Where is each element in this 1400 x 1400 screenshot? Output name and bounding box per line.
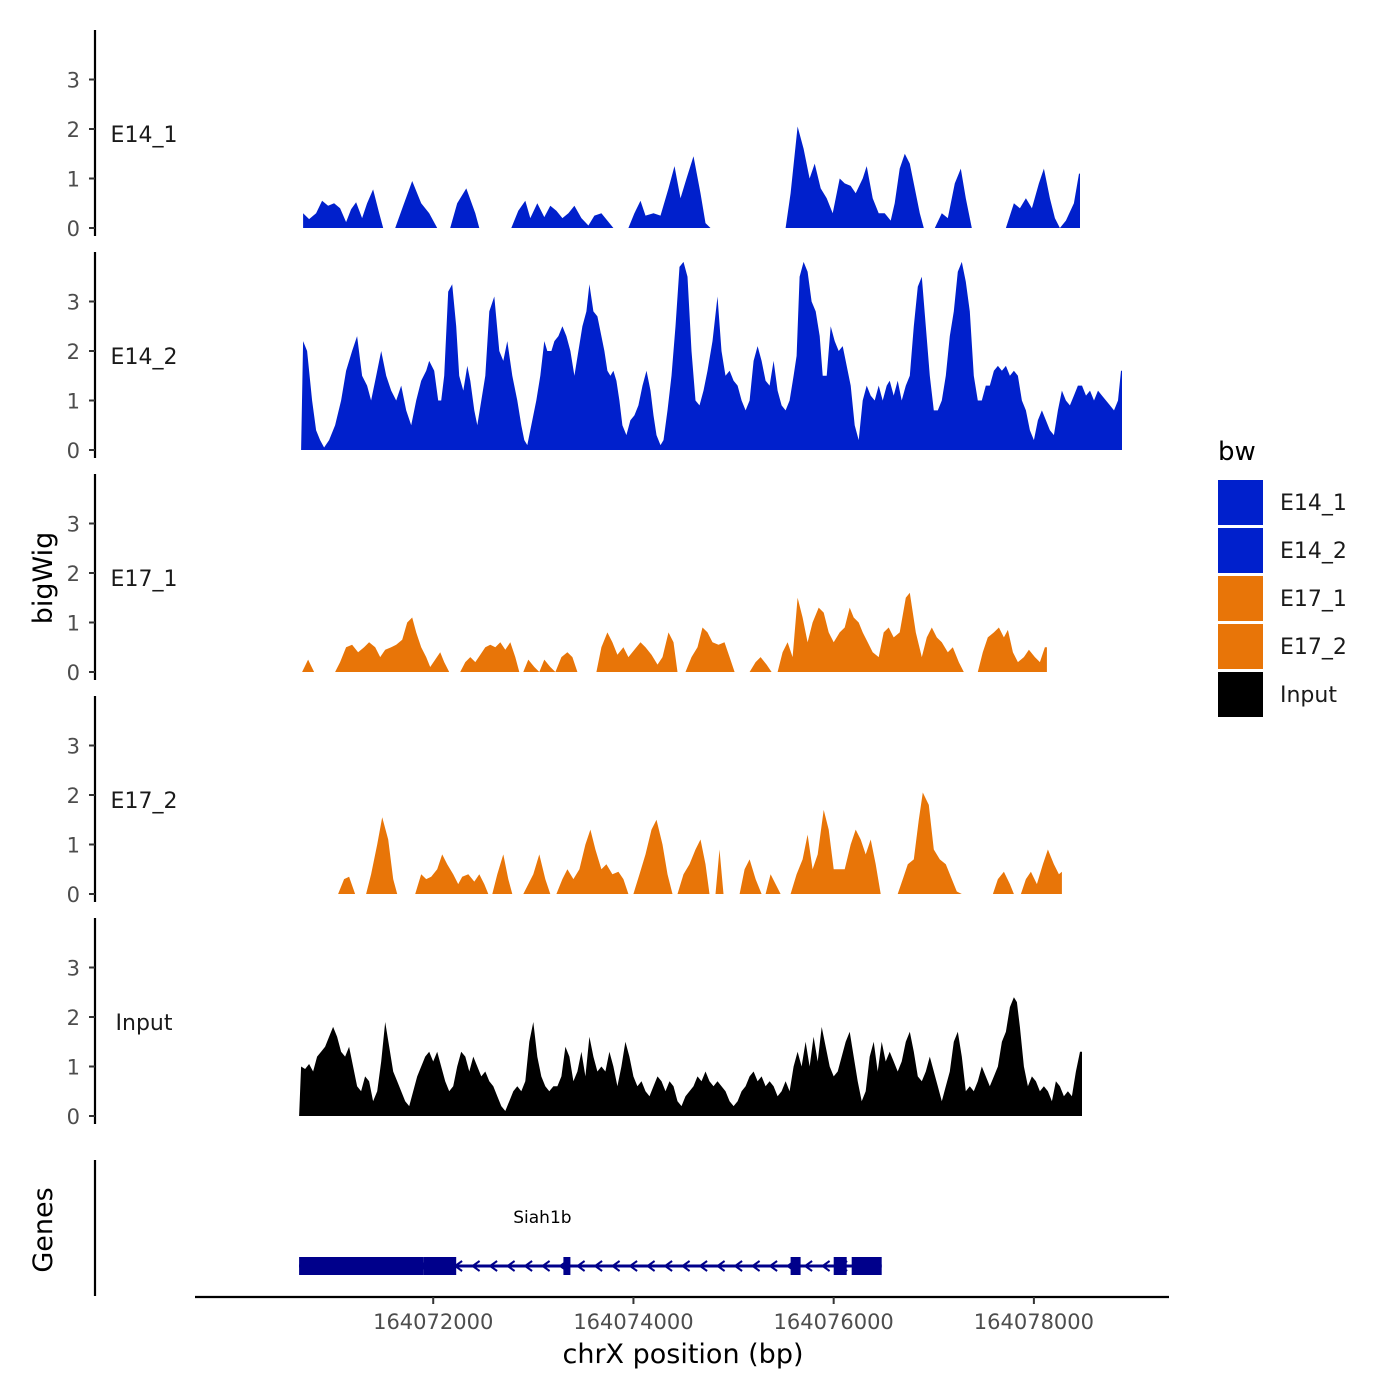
strand-arrow: [488, 1260, 498, 1272]
strand-arrow: [575, 1260, 586, 1272]
y-tick-label: 3: [67, 513, 80, 537]
coverage-area-e14-1: [303, 126, 1081, 228]
y-tick-label: 0: [67, 217, 80, 241]
legend-label: E14_1: [1280, 491, 1347, 516]
legend-item: Input: [1218, 672, 1337, 717]
track-label: Input: [116, 1011, 173, 1036]
strand-arrow: [750, 1260, 761, 1272]
legend-title: bw: [1218, 437, 1256, 467]
legend-item: E14_1: [1218, 480, 1347, 525]
x-axis-title: chrX position (bp): [562, 1339, 803, 1370]
gene-name-label: Siah1b: [513, 1208, 571, 1228]
y-tick-label: 2: [67, 1006, 80, 1030]
legend-label: E17_2: [1280, 635, 1347, 660]
strand-arrow: [680, 1260, 691, 1272]
y-tick-label: 2: [67, 118, 80, 142]
strand-arrow: [715, 1260, 726, 1272]
strand-arrow: [628, 1260, 638, 1272]
gene-exon: [299, 1257, 424, 1275]
gene-exon: [790, 1257, 801, 1275]
y-tick-label: 1: [67, 1056, 80, 1080]
y-tick-label: 1: [67, 612, 80, 636]
y-tick-label: 0: [67, 661, 80, 685]
y-tick-label: 1: [67, 390, 80, 414]
x-axis: 164072000 164074000 164076000 164078000: [195, 1295, 1169, 1334]
track-e14-1: 0 1 2 3 E14_1: [67, 30, 1081, 241]
track-label: E14_1: [111, 123, 178, 148]
x-tick-label: 164072000: [373, 1310, 493, 1334]
strand-arrow: [523, 1260, 533, 1272]
y-tick-label: 1: [67, 834, 80, 858]
legend-label: E14_2: [1280, 539, 1347, 564]
x-tick-label: 164074000: [573, 1310, 693, 1334]
strand-arrow: [820, 1260, 831, 1272]
strand-arrow: [803, 1260, 813, 1272]
y-tick-label: 2: [67, 562, 80, 586]
y-tick-label: 2: [67, 784, 80, 808]
strand-arrow: [470, 1260, 481, 1272]
legend-swatch: [1218, 672, 1263, 717]
track-label: E14_2: [111, 345, 178, 370]
track-input: 0 1 2 3 Input: [67, 918, 1083, 1129]
legend-swatch: [1218, 576, 1263, 621]
y-axis-title: bigWig: [28, 532, 59, 625]
strand-arrow: [768, 1260, 778, 1272]
gene-panel: Siah1b: [93, 1160, 882, 1296]
legend-label: E17_1: [1280, 587, 1347, 612]
track-label: E17_1: [111, 567, 178, 592]
gene-exon: [563, 1257, 571, 1275]
legend-item: E17_2: [1218, 624, 1347, 669]
legend-swatch: [1218, 624, 1263, 669]
legend-swatch: [1218, 528, 1263, 573]
strand-arrow: [505, 1260, 516, 1272]
coverage-area-input: [299, 997, 1083, 1116]
coverage-area-e17-2: [338, 792, 1062, 894]
track-e17-1: 0 1 2 3 E17_1: [67, 474, 1047, 685]
legend-item: E17_1: [1218, 576, 1347, 621]
y-tick-label: 0: [67, 439, 80, 463]
strand-arrow: [645, 1260, 656, 1272]
gene-exon: [833, 1257, 847, 1275]
gene-exon: [851, 1257, 882, 1275]
y-tick-label: 3: [67, 291, 80, 315]
strand-arrow: [610, 1260, 621, 1272]
y-tick-label: 0: [67, 883, 80, 907]
strand-arrow: [733, 1260, 743, 1272]
gene-exon: [423, 1257, 457, 1275]
coverage-area-e17-1: [302, 592, 1047, 672]
track-e17-2: 0 1 2 3 E17_2: [67, 696, 1062, 907]
legend-item: E14_2: [1218, 528, 1347, 573]
gene-panel-title: Genes: [28, 1187, 59, 1272]
x-tick-label: 164078000: [974, 1310, 1094, 1334]
y-tick-label: 3: [67, 735, 80, 759]
coverage-area-e14-2: [301, 261, 1123, 450]
strand-arrow: [663, 1260, 673, 1272]
y-tick-label: 1: [67, 168, 80, 192]
track-e14-2: 0 1 2 3 E14_2: [67, 252, 1123, 463]
legend-label: Input: [1280, 683, 1337, 708]
strand-arrow: [698, 1260, 708, 1272]
strand-arrow: [593, 1260, 603, 1272]
tracks-layer: 0 1 2 3 E14_1 0 1 2 3 E14_2 0 1 2 3 E17_1 0 1 2 3 E17_2 0 1 2 3…: [67, 30, 1123, 1129]
y-tick-label: 3: [67, 69, 80, 93]
x-tick-label: 164076000: [774, 1310, 894, 1334]
y-tick-label: 0: [67, 1105, 80, 1129]
strand-arrow: [540, 1260, 551, 1272]
y-tick-label: 3: [67, 957, 80, 981]
track-label: E17_2: [111, 789, 178, 814]
legend: bw E14_1 E14_2 E17_1 E17_2 Input: [1218, 437, 1347, 717]
legend-swatch: [1218, 480, 1263, 525]
y-tick-label: 2: [67, 340, 80, 364]
